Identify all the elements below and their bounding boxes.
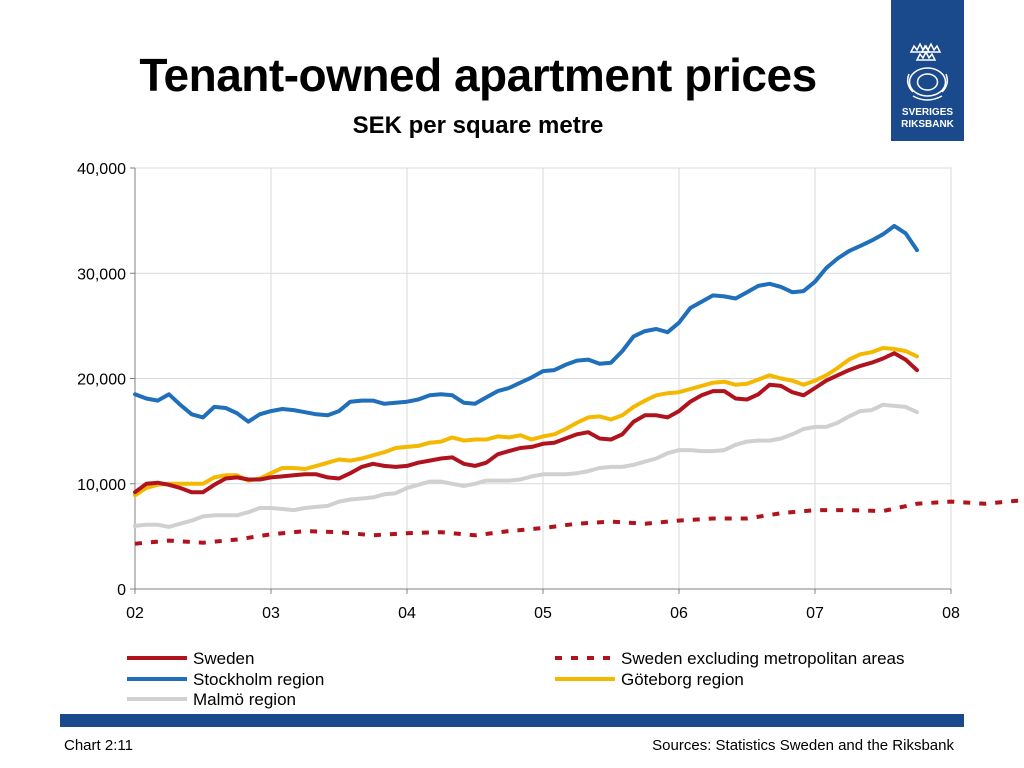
series-line-2: [133, 351, 919, 495]
legend-label: Malmö region: [193, 690, 296, 709]
crown-emblem-icon: [906, 42, 949, 101]
x-tick-label: 02: [126, 605, 144, 622]
x-tick-label: 04: [398, 605, 416, 622]
legend-label: Göteborg region: [621, 670, 744, 689]
series-layer: [133, 223, 1024, 546]
x-tick-label: 05: [534, 605, 552, 622]
y-tick-label: 30,000: [77, 266, 126, 283]
page-subtitle: SEK per square metre: [352, 112, 604, 139]
y-tick-label: 40,000: [77, 161, 126, 178]
legend-label: Stockholm region: [193, 670, 324, 689]
series-line-4: [134, 498, 1024, 546]
legend-label: Sweden excluding metropolitan areas: [621, 649, 905, 668]
sources-note: Sources: Statistics Sweden and the Riksb…: [652, 737, 954, 754]
legend: Sweden Sweden excluding metropolitan area…: [127, 649, 905, 709]
footer-bar: [60, 714, 964, 727]
series-line-1: [133, 346, 919, 498]
series-line-0: [133, 223, 919, 424]
page-title: Tenant-owned apartment prices: [139, 49, 817, 101]
series-line-3: [133, 402, 919, 529]
logo-text-line1: SVERIGES: [901, 107, 954, 118]
y-tick-label: 10,000: [77, 477, 126, 494]
x-tick-label: 03: [262, 605, 280, 622]
logo-text-line2: RIKSBANK: [901, 119, 954, 130]
riksbank-logo: SVERIGES RIKSBANK: [891, 0, 964, 141]
x-tick-label: 08: [942, 605, 960, 622]
y-tick-label: 20,000: [77, 372, 126, 389]
chart-number: Chart 2:11: [64, 737, 133, 754]
x-tick-label: 06: [670, 605, 688, 622]
x-tick-label: 07: [806, 605, 824, 622]
y-tick-label: 0: [117, 582, 126, 599]
axis-layer: 0 10,000 20,000 30,000 40,000 02 03 04 05 06 07 08: [77, 161, 960, 622]
legend-label: Sweden: [193, 649, 254, 668]
